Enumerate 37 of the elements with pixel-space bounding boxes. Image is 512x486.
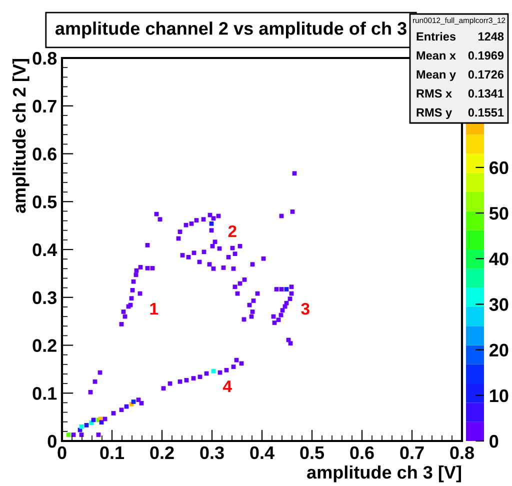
text: RMS x 0.1341 bbox=[416, 89, 504, 98]
y-tick-label: 0.6 bbox=[32, 148, 56, 160]
annotation: Mean y 0.1726 bbox=[416, 70, 504, 81]
color-bar-label: 20 bbox=[489, 344, 508, 357]
color-bar-label: 0 bbox=[490, 434, 498, 448]
annotation: 4 bbox=[223, 380, 232, 392]
x-tick-label: 0.1 bbox=[100, 446, 124, 460]
y-tick-label: 0.1 bbox=[32, 387, 57, 400]
annotation: Mean x 0.1969 bbox=[416, 51, 504, 60]
y-axis-title: amplitude ch 2 [V] bbox=[12, 59, 30, 213]
x-tick-label: 0.8 bbox=[450, 446, 474, 460]
y-tick-label: 0.3 bbox=[32, 291, 56, 304]
color-bar-label: 40 bbox=[489, 252, 508, 266]
x-tick-label: 0.5 bbox=[300, 446, 324, 460]
color-bar-label: 60 bbox=[490, 161, 508, 174]
y-tick-label: 0.4 bbox=[32, 243, 58, 256]
color-bar-label: 50 bbox=[489, 206, 508, 220]
x-tick-label: 0.6 bbox=[350, 446, 374, 460]
text: RMS y 0.1551 bbox=[416, 108, 504, 119]
annotation: 1 bbox=[150, 303, 158, 315]
color-bar-label: 10 bbox=[490, 389, 508, 402]
chart-title: amplitude channel 2 vs amplitude of ch 3 bbox=[55, 22, 406, 38]
y-tick-label: 0.7 bbox=[32, 100, 56, 113]
annotation: 2 bbox=[228, 225, 236, 237]
y-tick-label: 0.5 bbox=[32, 196, 57, 208]
y-tick-label: 0.2 bbox=[32, 339, 56, 352]
x-axis-title: amplitude ch 3 [V] bbox=[307, 465, 461, 482]
color-bar-label: 30 bbox=[489, 298, 508, 311]
x-tick-label: 0 bbox=[58, 446, 66, 460]
y-tick-label: 0 bbox=[48, 434, 56, 448]
text: Entries 1248 bbox=[416, 32, 504, 41]
y-tick-label: 0.8 bbox=[32, 52, 57, 65]
x-tick-label: 0.4 bbox=[250, 446, 274, 460]
annotation: 3 bbox=[301, 302, 310, 315]
x-tick-label: 0.2 bbox=[150, 446, 174, 460]
x-tick-label: 0.7 bbox=[400, 446, 424, 460]
x-tick-label: 0.3 bbox=[200, 446, 224, 460]
